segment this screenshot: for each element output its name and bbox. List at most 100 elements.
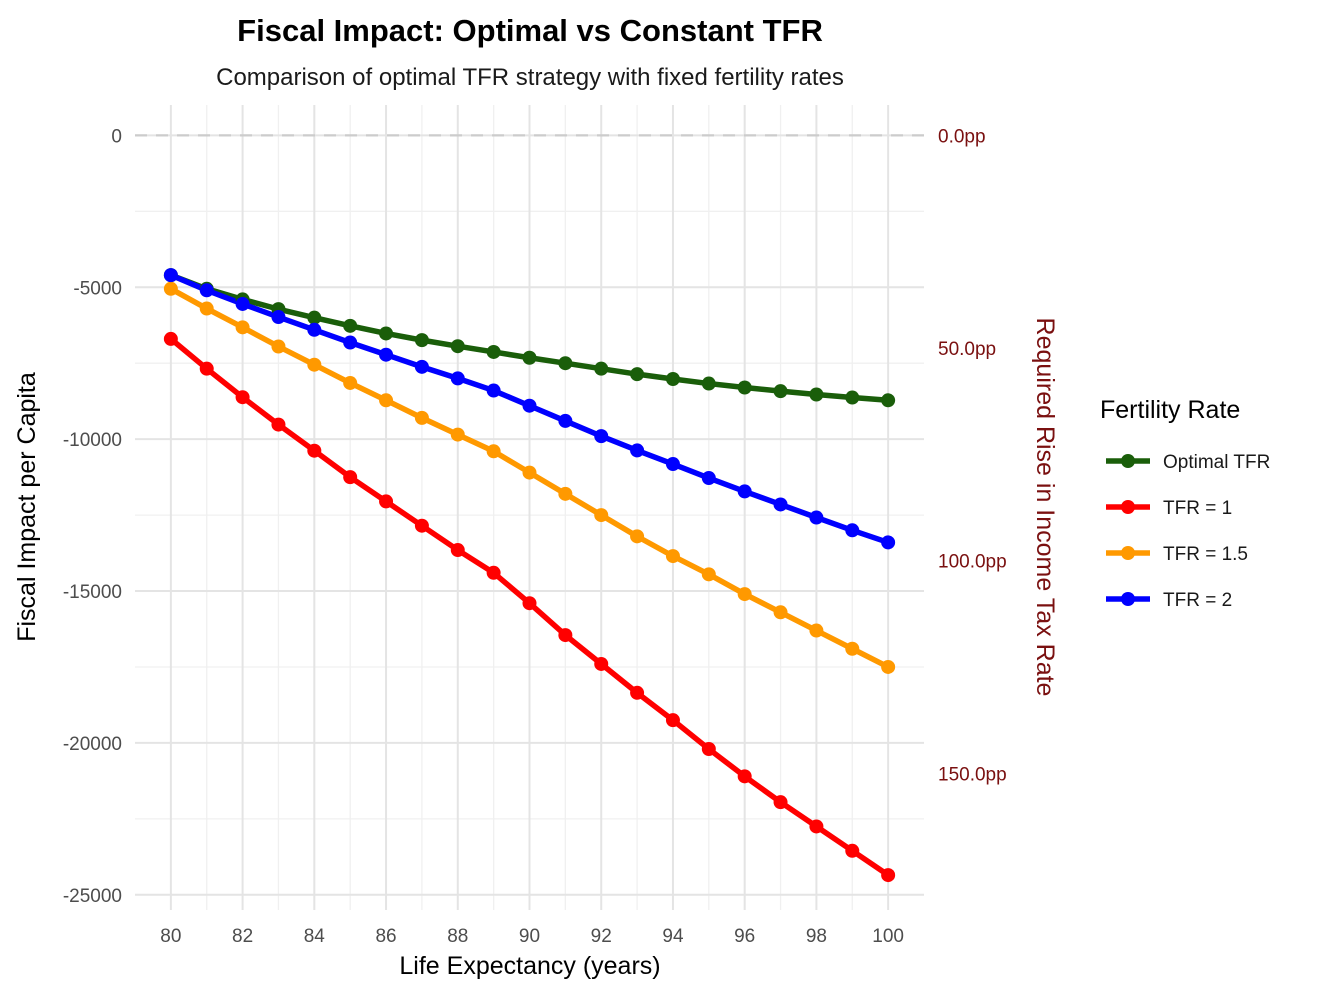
- data-point-tfr-1: [414, 518, 429, 533]
- x-axis-title: Life Expectancy (years): [399, 952, 660, 980]
- x-tick-label: 90: [519, 926, 540, 947]
- major-gridlines: [135, 105, 924, 910]
- data-point-tfr-1: [809, 819, 824, 834]
- data-point-tfr-2: [881, 535, 896, 550]
- legend-swatch-point-tfr-2: [1121, 592, 1135, 606]
- secondary-y-tick-label: 150.0pp: [938, 764, 1007, 785]
- data-point-tfr-1-5: [809, 623, 824, 638]
- data-point-tfr-1: [845, 843, 860, 858]
- x-tick-label: 88: [447, 926, 468, 947]
- y-tick-label: -10000: [63, 430, 122, 451]
- data-point-tfr-2: [486, 383, 501, 398]
- data-point-tfr-1-5: [737, 587, 752, 602]
- x-tick-label: 80: [160, 926, 181, 947]
- data-point-tfr-1: [379, 494, 394, 509]
- data-point-optimal-tfr: [881, 393, 896, 408]
- data-point-optimal-tfr: [522, 350, 537, 365]
- data-point-tfr-2: [271, 310, 286, 325]
- data-point-tfr-2: [163, 268, 178, 283]
- data-point-tfr-1: [522, 596, 537, 611]
- data-point-tfr-2: [235, 296, 250, 311]
- data-point-optimal-tfr: [665, 372, 680, 387]
- x-tick-label: 86: [375, 926, 396, 947]
- x-tick-label: 96: [734, 926, 755, 947]
- data-point-tfr-1-5: [307, 357, 322, 372]
- legend-swatch-point-tfr-1-5: [1121, 546, 1135, 560]
- data-point-optimal-tfr: [630, 367, 645, 382]
- data-point-tfr-2: [630, 443, 645, 458]
- legend-label-optimal-tfr: Optimal TFR: [1163, 452, 1270, 473]
- data-point-optimal-tfr: [737, 380, 752, 395]
- data-point-optimal-tfr: [809, 387, 824, 402]
- data-point-optimal-tfr: [845, 390, 860, 405]
- data-point-tfr-1: [665, 713, 680, 728]
- secondary-y-axis-ticks: 0.0pp 50.0pp 100.0pp 150.0pp: [938, 126, 1007, 785]
- data-point-tfr-2: [379, 347, 394, 362]
- data-point-tfr-1: [307, 443, 322, 458]
- x-tick-label: 84: [304, 926, 326, 947]
- data-point-tfr-2: [845, 523, 860, 538]
- x-tick-label: 92: [591, 926, 612, 947]
- data-point-tfr-2: [450, 371, 465, 386]
- data-point-tfr-1-5: [665, 549, 680, 564]
- data-point-tfr-1-5: [522, 465, 537, 480]
- y-tick-label: -15000: [63, 582, 122, 603]
- secondary-y-axis-title: Required Rise in Income Tax Rate: [1031, 318, 1059, 697]
- data-point-tfr-1-5: [594, 508, 609, 523]
- data-point-tfr-1: [737, 769, 752, 784]
- data-point-tfr-1-5: [845, 641, 860, 656]
- data-point-tfr-1: [594, 656, 609, 671]
- data-point-optimal-tfr: [379, 326, 394, 341]
- data-point-tfr-1-5: [343, 375, 358, 390]
- data-point-tfr-1: [486, 565, 501, 580]
- data-point-tfr-1: [701, 742, 716, 756]
- data-point-tfr-1: [450, 543, 465, 558]
- data-point-tfr-1: [558, 628, 573, 643]
- data-point-tfr-2: [522, 398, 537, 413]
- data-point-tfr-1: [271, 417, 286, 432]
- legend-label-tfr-1: TFR = 1: [1163, 498, 1232, 519]
- legend-swatch-point-tfr-1: [1121, 500, 1135, 514]
- secondary-y-tick-label: 50.0pp: [938, 339, 996, 360]
- data-point-optimal-tfr: [450, 339, 465, 354]
- data-point-tfr-1-5: [271, 339, 286, 354]
- chart-title: Fiscal Impact: Optimal vs Constant TFR: [237, 13, 823, 48]
- y-tick-label: -20000: [63, 734, 122, 755]
- data-point-tfr-1-5: [773, 605, 788, 620]
- data-point-tfr-1: [199, 361, 214, 376]
- data-point-tfr-2: [414, 359, 429, 374]
- data-point-tfr-2: [773, 497, 788, 512]
- data-point-optimal-tfr: [773, 384, 788, 399]
- y-tick-label: -5000: [73, 278, 122, 299]
- data-point-tfr-1-5: [630, 529, 645, 544]
- data-point-tfr-2: [199, 283, 214, 298]
- x-tick-label: 98: [806, 926, 827, 947]
- secondary-y-tick-label: 100.0pp: [938, 552, 1007, 573]
- chart-subtitle: Comparison of optimal TFR strategy with …: [216, 64, 844, 91]
- data-point-tfr-2: [701, 471, 716, 486]
- data-point-optimal-tfr: [486, 344, 501, 359]
- data-point-tfr-1-5: [379, 393, 394, 408]
- y-tick-label: -25000: [63, 886, 122, 907]
- x-tick-label: 94: [662, 926, 684, 947]
- data-point-optimal-tfr: [594, 361, 609, 376]
- secondary-y-tick-label: 0.0pp: [938, 126, 986, 147]
- data-point-tfr-1: [235, 390, 250, 405]
- data-point-tfr-1: [630, 685, 645, 700]
- data-point-optimal-tfr: [701, 376, 716, 391]
- data-point-optimal-tfr: [414, 333, 429, 348]
- data-point-tfr-1-5: [414, 410, 429, 425]
- legend-swatch-point-optimal-tfr: [1121, 454, 1135, 468]
- data-point-tfr-1-5: [163, 281, 178, 296]
- data-point-tfr-1-5: [235, 320, 250, 335]
- data-point-tfr-2: [558, 413, 573, 428]
- data-point-tfr-1: [163, 331, 178, 346]
- data-point-tfr-2: [665, 457, 680, 472]
- x-tick-label: 82: [232, 926, 253, 947]
- y-axis-ticks: 0 -5000 -10000 -15000 -20000 -25000: [63, 126, 122, 906]
- data-point-tfr-1-5: [486, 444, 501, 459]
- y-axis-title: Fiscal Impact per Capita: [13, 372, 41, 642]
- data-point-tfr-1-5: [558, 486, 573, 501]
